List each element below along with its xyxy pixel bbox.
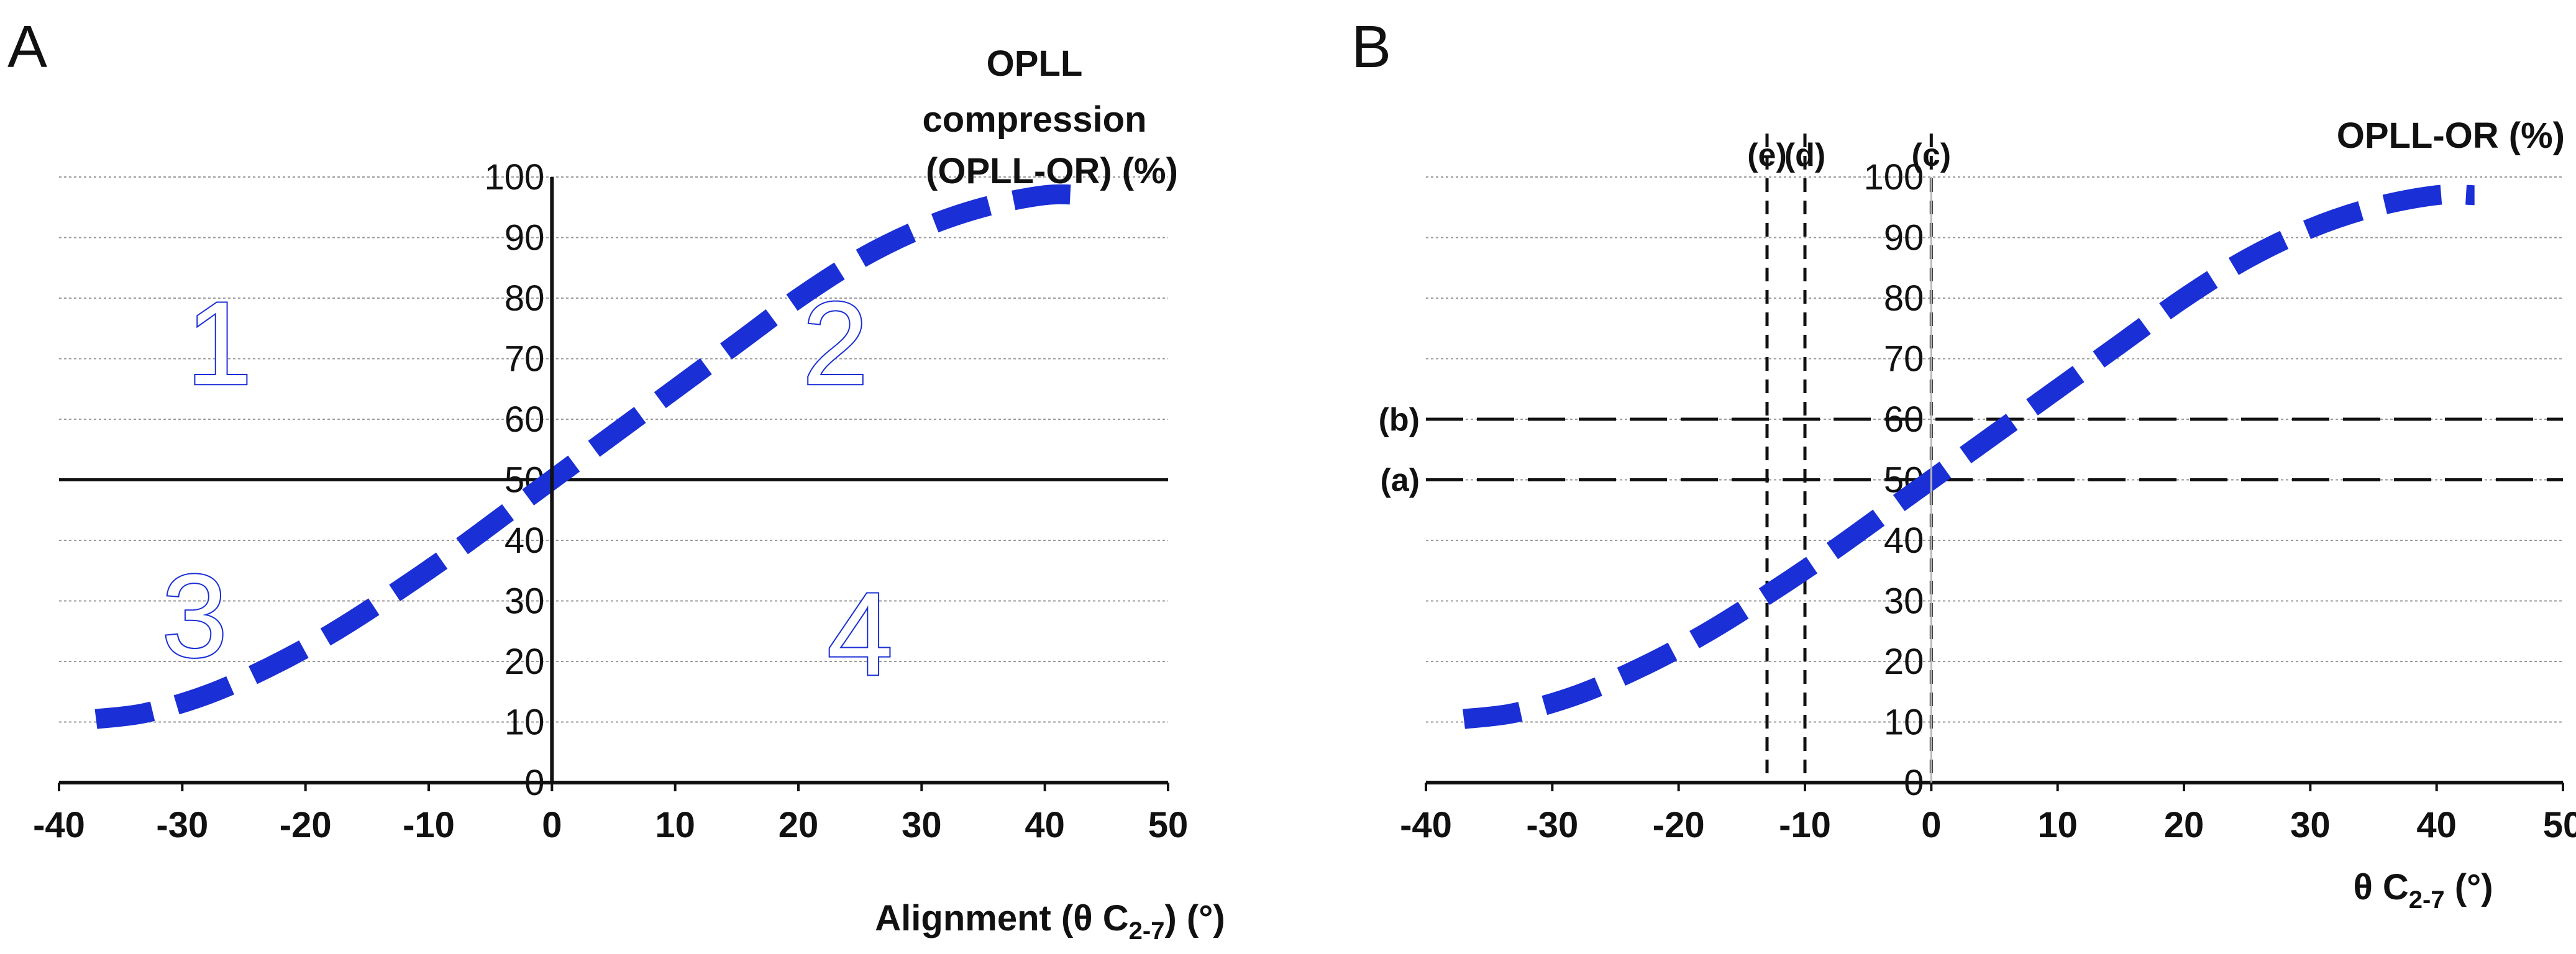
panel-b-x-axis-label-prefix: θ C [2353,867,2408,907]
panel-a-quadrant-label-2: 2 [803,278,869,409]
panel-a-quadrant-labels: 1 2 3 4 [160,276,894,701]
panel-a-axes [58,177,1169,791]
panel-a-series-0 [94,184,1082,729]
panel-a-x-tick-labels: -40 -30 -20 -10 0 10 20 30 40 50 [33,805,1188,845]
panel-b-x-tick--20: -20 [1653,805,1705,845]
panel-a-x-tick-50: 50 [1148,805,1189,845]
panel-a-y-tick-100: 100 [485,157,545,198]
panel-a-title-line-2: compression [923,99,1147,140]
panel-b-y-tick-10: 10 [1884,702,1924,743]
panel-b-x-tick-40: 40 [2416,805,2457,845]
panel-b-ref-label-d: (d) [1784,137,1825,173]
panel-a-x-tick-30: 30 [902,805,942,845]
panel-b-y-tick-20: 20 [1884,642,1924,682]
panel-a-x-tick--40: -40 [33,805,85,845]
panel-a-x-tick--10: -10 [403,805,455,845]
panel-a-y-tick-20: 20 [505,642,545,682]
panel-b-ref-label-a: (a) [1380,463,1420,499]
panel-b-ref-label-b: (b) [1379,402,1420,438]
panel-a-y-tick-40: 40 [505,520,545,561]
panel-b-x-tick-50: 50 [2543,805,2576,845]
panel-a-quadrant-label-3: 3 [162,550,227,682]
panel-a: A 0 10 20 30 40 50 60 70 80 90 100 -40 -30 -20 -10 0 10… [7,14,1225,945]
panel-a-title-line-1: OPLL [987,43,1083,84]
panel-a-curve [94,184,1082,729]
panel-a-title-line-3: (OPLL-OR) (%) [926,151,1178,191]
panel-b-series-0 [1463,184,2475,729]
panel-b-x-axis-label: θ C2-7 (°) [2353,867,2493,914]
panel-b-ref-label-e: (e) [1747,137,1787,173]
panel-b-gridlines [1426,176,2563,723]
panel-b-y-tick-40: 40 [1884,520,1924,561]
panel-a-x-tick--30: -30 [156,805,208,845]
panel-a-y-tick-60: 60 [505,399,545,440]
panel-a-x-axis-label-prefix: Alignment (θ C [875,898,1128,938]
panel-b-y-tick-90: 90 [1884,218,1924,258]
panel-a-y-tick-30: 30 [505,581,545,622]
panel-b-x-axis-label-sub: 2-7 [2409,886,2445,914]
panel-a-x-axis-label-sub: 2-7 [1129,917,1165,945]
panel-a-x-tick--20: -20 [280,805,332,845]
panel-a-y-tick-70: 70 [505,339,545,379]
panel-b-ref-label-c: (c) [1912,137,1952,173]
panel-b-x-axis-label-suffix: (°) [2445,867,2493,907]
panel-b-title: OPLL-OR (%) [2337,116,2565,156]
panel-b-x-tick--10: -10 [1779,805,1831,845]
panel-a-x-axis-label-suffix: ) (°) [1164,898,1225,938]
panel-a-x-tick-20: 20 [779,805,819,845]
panel-a-letter: A [7,14,47,80]
panel-a-quadrant-label-1: 1 [186,278,252,409]
panel-b-y-tick-80: 80 [1884,278,1924,319]
panel-b-axes [1425,177,2564,791]
panel-a-x-tick-40: 40 [1025,805,1065,845]
panel-b-x-tick-10: 10 [2037,805,2078,845]
panel-a-quadrant-label-4: 4 [827,568,893,700]
panel-b-y-tick-70: 70 [1884,339,1924,379]
panel-b-curve [1463,184,2475,729]
panel-a-y-tick-10: 10 [505,702,545,743]
panel-b-x-tick-20: 20 [2164,805,2204,845]
panel-a-y-tick-90: 90 [505,218,545,258]
panel-b-x-tick-labels: -40 -30 -20 -10 0 10 20 30 40 50 [1400,805,2576,845]
panel-a-y-tick-80: 80 [505,278,545,319]
panel-b-x-tick--40: -40 [1400,805,1452,845]
panel-a-x-axis-label: Alignment (θ C2-7) (°) [875,898,1225,945]
panel-b-y-tick-100: 100 [1864,157,1924,198]
panel-a-x-tick-10: 10 [655,805,695,845]
panel-b-x-tick-30: 30 [2290,805,2331,845]
panel-b-y-tick-30: 30 [1884,581,1924,622]
panel-b-x-tick-0: 0 [1921,805,1941,845]
panel-a-x-tick-0: 0 [542,805,562,845]
panel-b-letter: B [1351,14,1391,80]
panel-b-x-tick--30: -30 [1526,805,1578,845]
